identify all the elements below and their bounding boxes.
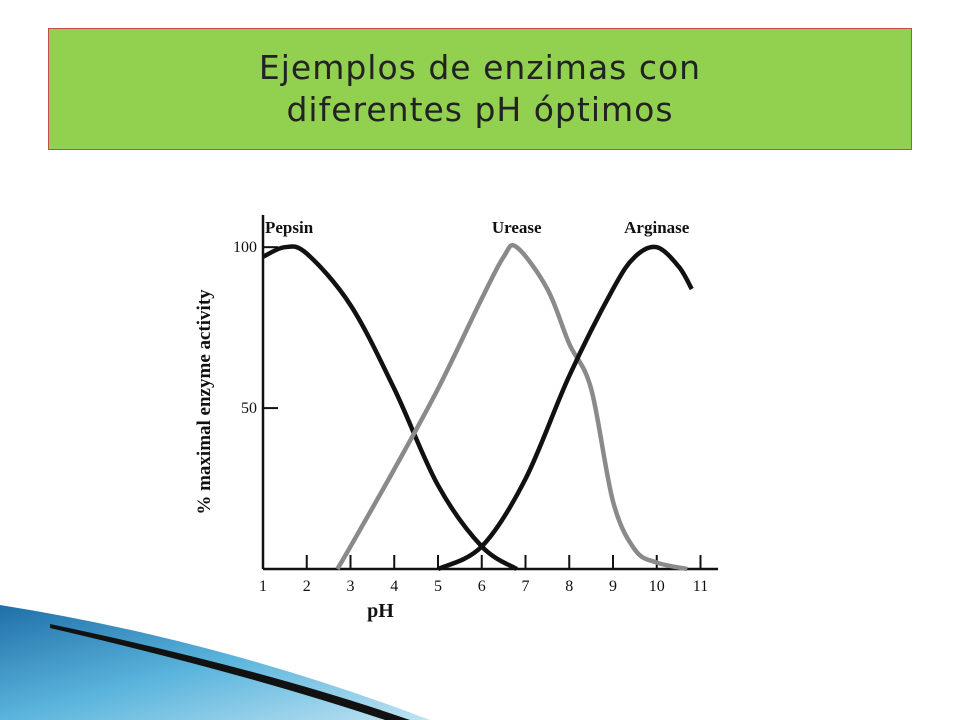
series-label: Urease: [492, 218, 542, 237]
x-tick-label: 6: [478, 578, 486, 595]
decor-stripe: [50, 624, 410, 720]
title-line: diferentes pH óptimos: [286, 90, 674, 129]
series-label: Pepsin: [265, 218, 314, 237]
x-tick-label: 10: [649, 578, 665, 595]
x-tick-label: 2: [303, 578, 311, 595]
title-line: Ejemplos de enzimas con: [258, 48, 702, 87]
x-tick-label: 11: [693, 578, 708, 595]
x-tick-label: 8: [565, 578, 573, 595]
x-tick-label: 5: [434, 578, 442, 595]
x-tick-label: 9: [609, 578, 617, 595]
x-tick-label: 1: [259, 578, 267, 595]
x-axis-label: pH: [367, 600, 394, 622]
series-line: [436, 244, 694, 572]
y-tick-label: 50: [241, 400, 257, 417]
series-line: [335, 243, 688, 572]
series-label: Arginase: [624, 218, 690, 237]
x-tick-label: 7: [522, 578, 530, 595]
series-line: [261, 244, 518, 571]
y-tick-label: 100: [233, 239, 257, 256]
x-tick-label: 3: [347, 578, 355, 595]
title-box: Ejemplos de enzimas con diferentes pH óp…: [48, 28, 912, 150]
x-tick-label: 4: [390, 578, 398, 595]
y-axis-label: % maximal enzyme activity: [194, 289, 215, 515]
